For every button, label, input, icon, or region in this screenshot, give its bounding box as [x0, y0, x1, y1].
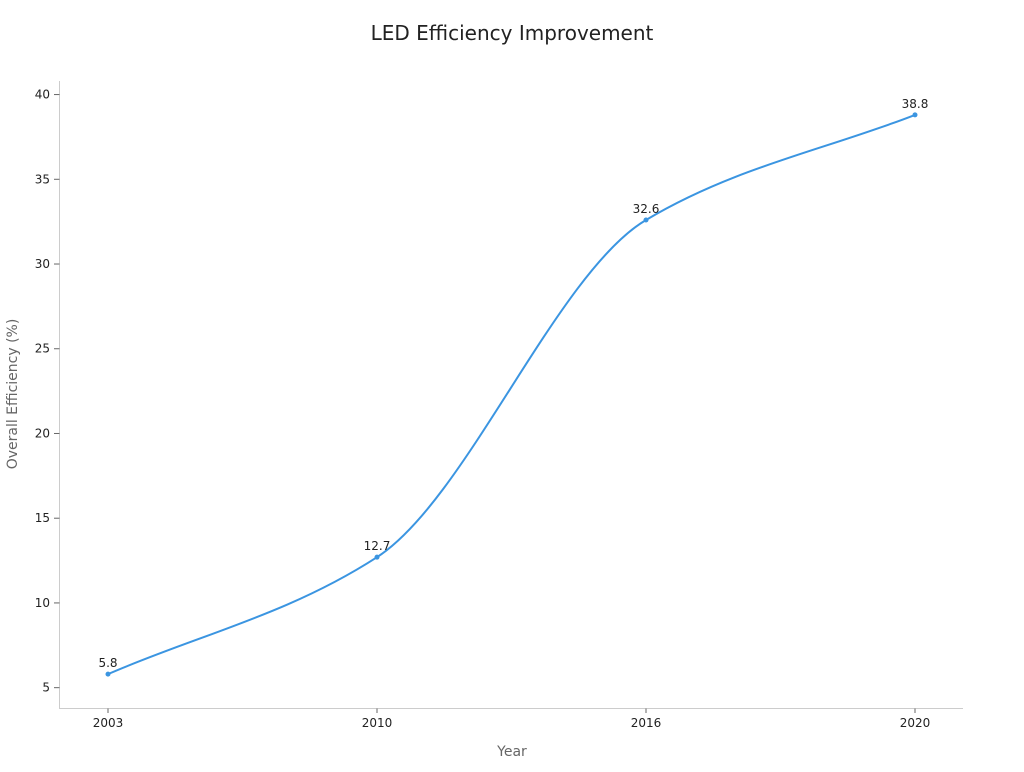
x-axis-title: Year — [496, 744, 527, 760]
y-tick-label: 35 — [35, 172, 50, 186]
y-tick-label: 10 — [35, 596, 50, 610]
y-tick-label: 30 — [35, 257, 50, 271]
y-axis-ticks: 5 10 15 20 25 30 35 40 — [35, 88, 60, 695]
chart-title: LED Efficiency Improvement — [371, 21, 654, 45]
series-layer — [105, 112, 918, 677]
data-point[interactable] — [374, 554, 380, 560]
y-tick-label: 25 — [35, 342, 50, 356]
y-tick-label: 15 — [35, 511, 50, 525]
series-line — [107, 113, 916, 676]
data-point[interactable] — [912, 112, 918, 118]
data-labels: 5.8 12.7 32.6 38.8 — [98, 97, 928, 670]
data-point[interactable] — [643, 217, 649, 223]
data-label: 5.8 — [98, 656, 117, 670]
x-tick-label: 2010 — [362, 716, 393, 730]
data-label: 38.8 — [902, 97, 929, 111]
x-tick-label: 2020 — [900, 716, 931, 730]
x-tick-label: 2016 — [631, 716, 662, 730]
x-axis-ticks: 2003 2010 2016 2020 — [93, 708, 931, 730]
y-axis-title: Overall Efficiency (%) — [5, 319, 21, 470]
data-label: 32.6 — [633, 202, 660, 216]
data-label: 12.7 — [364, 539, 391, 553]
y-tick-label: 40 — [35, 88, 50, 102]
y-tick-label: 20 — [35, 426, 50, 440]
x-tick-label: 2003 — [93, 716, 124, 730]
y-tick-label: 5 — [42, 681, 50, 695]
data-point[interactable] — [105, 671, 111, 677]
